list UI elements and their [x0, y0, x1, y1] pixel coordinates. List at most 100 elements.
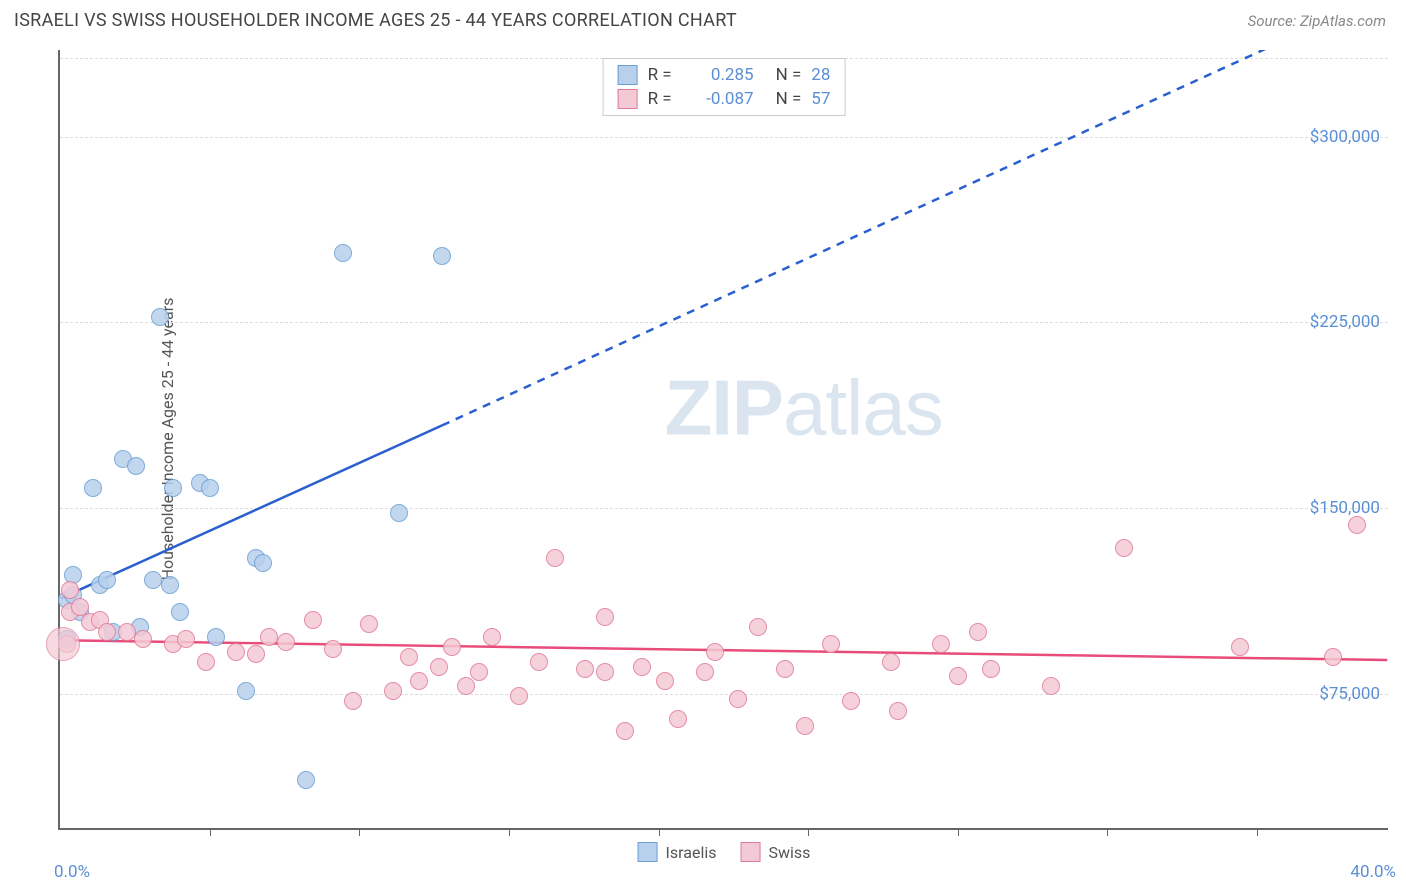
- x-tick: [509, 828, 510, 836]
- data-point: [171, 603, 189, 621]
- y-tick-label: $225,000: [1310, 312, 1380, 332]
- data-point: [822, 635, 840, 653]
- y-tick-label: $75,000: [1319, 684, 1380, 704]
- data-point: [277, 633, 295, 651]
- data-point: [576, 660, 594, 678]
- series-legend: IsraelisSwiss: [638, 842, 811, 862]
- source-label: Source: ZipAtlas.com: [1248, 12, 1386, 30]
- legend-swatch: [618, 65, 638, 85]
- data-point: [616, 722, 634, 740]
- data-point: [254, 554, 272, 572]
- x-axis-end: 40.0%: [1350, 862, 1396, 882]
- data-point: [656, 672, 674, 690]
- data-point: [127, 457, 145, 475]
- legend-item: Swiss: [741, 842, 811, 862]
- data-point: [118, 623, 136, 641]
- data-point: [390, 504, 408, 522]
- data-point: [889, 702, 907, 720]
- x-axis-start: 0.0%: [54, 862, 90, 882]
- data-point: [201, 479, 219, 497]
- gridline: [60, 694, 1388, 695]
- data-point: [384, 682, 402, 700]
- chart-title: ISRAELI VS SWISS HOUSEHOLDER INCOME AGES…: [14, 10, 737, 31]
- y-tick-label: $150,000: [1310, 498, 1380, 518]
- data-point: [969, 623, 987, 641]
- watermark: ZIPatlas: [665, 362, 943, 453]
- trend-lines: [60, 50, 1388, 828]
- data-point: [161, 576, 179, 594]
- data-point: [633, 658, 651, 676]
- data-point: [949, 667, 967, 685]
- data-point: [84, 479, 102, 497]
- data-point: [483, 628, 501, 646]
- x-tick: [210, 828, 211, 836]
- data-point: [749, 618, 767, 636]
- data-point: [227, 643, 245, 661]
- data-point: [344, 692, 362, 710]
- data-point: [144, 571, 162, 589]
- data-point: [324, 640, 342, 658]
- data-point: [237, 682, 255, 700]
- data-point: [882, 653, 900, 671]
- data-point: [334, 244, 352, 262]
- x-tick: [359, 828, 360, 836]
- legend-swatch: [638, 842, 658, 862]
- data-point: [1042, 677, 1060, 695]
- y-axis-title: Householder Income Ages 25 - 44 years: [158, 298, 177, 581]
- x-tick: [659, 828, 660, 836]
- data-point: [297, 771, 315, 789]
- x-tick: [1257, 828, 1258, 836]
- data-point: [596, 608, 614, 626]
- y-tick-label: $300,000: [1310, 127, 1380, 147]
- data-point: [1231, 638, 1249, 656]
- data-point: [457, 677, 475, 695]
- chart-area: ZIPatlas Householder Income Ages 25 - 44…: [58, 50, 1388, 830]
- data-point: [207, 628, 225, 646]
- data-point: [134, 630, 152, 648]
- data-point: [61, 581, 79, 599]
- gridline: [60, 322, 1388, 323]
- data-point: [410, 672, 428, 690]
- data-point: [530, 653, 548, 671]
- data-point: [247, 645, 265, 663]
- data-point: [260, 628, 278, 646]
- data-point: [443, 638, 461, 656]
- gridline: [60, 508, 1388, 509]
- data-point: [470, 663, 488, 681]
- data-point: [1324, 648, 1342, 666]
- x-tick: [958, 828, 959, 836]
- legend-row: R =-0.087N =57: [618, 87, 831, 111]
- data-point: [98, 571, 116, 589]
- data-point: [433, 247, 451, 265]
- correlation-legend: R =0.285N =28R =-0.087N =57: [603, 58, 846, 116]
- data-point: [706, 643, 724, 661]
- data-point: [1115, 539, 1133, 557]
- legend-swatch: [741, 842, 761, 862]
- data-point: [729, 690, 747, 708]
- data-point: [98, 623, 116, 641]
- data-point: [776, 660, 794, 678]
- data-point: [304, 611, 322, 629]
- data-point: [842, 692, 860, 710]
- data-point: [669, 710, 687, 728]
- data-point: [796, 717, 814, 735]
- data-point: [400, 648, 418, 666]
- gridline: [60, 137, 1388, 138]
- x-tick: [1107, 828, 1108, 836]
- data-point: [197, 653, 215, 671]
- data-point: [164, 479, 182, 497]
- data-point: [932, 635, 950, 653]
- data-point: [696, 663, 714, 681]
- data-point: [430, 658, 448, 676]
- data-point: [46, 627, 80, 661]
- x-tick: [808, 828, 809, 836]
- data-point: [510, 687, 528, 705]
- data-point: [596, 663, 614, 681]
- data-point: [1348, 516, 1366, 534]
- data-point: [177, 630, 195, 648]
- legend-swatch: [618, 89, 638, 109]
- data-point: [151, 308, 169, 326]
- data-point: [360, 615, 378, 633]
- data-point: [982, 660, 1000, 678]
- data-point: [546, 549, 564, 567]
